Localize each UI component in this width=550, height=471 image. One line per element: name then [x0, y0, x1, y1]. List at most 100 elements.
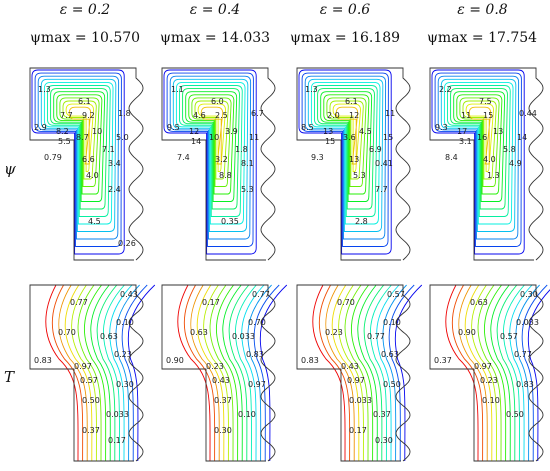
row-label-temperature: T [4, 368, 15, 386]
streamline-contour [166, 72, 254, 247]
streamline-contour-label: 13 [323, 127, 333, 136]
streamline-contour [332, 103, 361, 172]
streamline-contour-label: 15 [383, 133, 393, 142]
streamline-contour [307, 78, 384, 232]
isotherm-contour-label: 0.90 [166, 356, 184, 365]
streamline-contour [185, 91, 238, 202]
streamline-contour [31, 69, 125, 255]
isotherm-contour [490, 284, 511, 462]
isotherm-contour-label: 0.10 [383, 318, 401, 327]
isotherm-contour-label: 0.63 [381, 350, 399, 359]
isotherm-contour-label: 0.77 [514, 350, 532, 359]
streamline-contour-label: 16 [477, 133, 487, 142]
isotherm-contour [331, 284, 360, 462]
isotherm-contour [502, 284, 525, 462]
isotherm-contour [477, 284, 502, 462]
streamline-contour [450, 88, 508, 210]
isotherm-contour [77, 284, 102, 462]
isotherm-contour-label: 0.50 [506, 410, 524, 419]
streamline-contour [50, 88, 108, 210]
isotherm-contour [325, 284, 355, 462]
streamline-contour-label: 4.6 [193, 111, 206, 120]
wavy-wall [297, 284, 411, 462]
streamline-contour-label: 1.1 [171, 85, 184, 94]
isotherm-contour [177, 284, 211, 462]
streamline-contour-label: 11 [385, 109, 395, 118]
streamline-contour-label: 8.8 [219, 171, 232, 180]
wavy-wall [297, 67, 411, 261]
isotherm-contour [241, 284, 265, 462]
streamline-contour-label: 7.7 [60, 111, 73, 120]
isotherm-contour-label: 0.37 [373, 410, 391, 419]
isotherm-contour [509, 284, 533, 462]
isotherm-contour-label: 0.033 [232, 332, 255, 341]
isotherm-contour-label: 0.83 [34, 356, 52, 365]
isotherm-contour [216, 284, 239, 462]
streamline-contour [175, 81, 246, 225]
streamline-contour-label: 12 [349, 111, 359, 120]
isotherm-contour [382, 284, 407, 462]
streamline-contour-label: 3.6 [343, 133, 356, 142]
streamline-contour-label: 4.9 [509, 159, 522, 168]
streamline-contour [65, 103, 94, 172]
streamline-contour-label: 0.35 [221, 217, 239, 226]
isotherm-contour-label: 0.50 [82, 396, 100, 405]
isotherm-contour-label: 0.83 [301, 356, 319, 365]
isotherm-contour [351, 284, 374, 462]
isotherm-contour [64, 284, 93, 462]
psi-max-label-4: ψmax = 17.754 [426, 30, 538, 46]
streamline-contour-label: 15 [483, 111, 493, 120]
isotherm-contour [515, 284, 540, 462]
streamline-contour [317, 88, 375, 210]
isotherm-contour-label: 0.17 [349, 426, 367, 435]
streamline-contour-label: 8.2 [56, 127, 69, 136]
isotherm-plot-2: 0.77 0.17 0.70 0.63 0.033 0.83 0.90 0.23 0.43 0.9… [161, 284, 288, 462]
streamline-contour-label: 7.4 [177, 153, 190, 162]
isotherm-contour [464, 284, 493, 462]
streamline-contour [43, 81, 114, 225]
streamline-contour [188, 94, 235, 195]
epsilon-label-1: ε = 0.2 [59, 2, 111, 18]
streamline-contour-label: 2.2 [439, 85, 452, 94]
streamline-contour-label: 9.5 [167, 123, 180, 132]
wavy-wall [162, 67, 276, 261]
isotherm-contour-label: 0.43 [120, 290, 138, 299]
isotherm-contour-label: 0.83 [516, 380, 534, 389]
isotherm-contour [228, 284, 250, 462]
isotherm-contour [451, 284, 484, 462]
streamline-contour-label: 12 [189, 127, 199, 136]
streamline-contour-label: 9.3 [311, 153, 324, 162]
streamline-contour [434, 72, 522, 247]
streamline-contour-label: 0.44 [519, 109, 537, 118]
isotherm-contour [496, 284, 518, 462]
isotherm-contour [71, 284, 97, 462]
isotherm-contour [363, 284, 385, 462]
streamline-contour-label: 3.1 [459, 137, 472, 146]
streamline-contour [335, 106, 359, 165]
streamline-contour-label: 2.9 [34, 123, 47, 132]
streamline-contour [191, 97, 232, 187]
isotherm-contour-label: 0.37 [434, 356, 452, 365]
wavy-wall [30, 284, 144, 462]
isotherm-contour [369, 284, 392, 462]
streamline-contour [443, 81, 514, 225]
streamline-plot-1: 1.3 6.1 7.7 2.9 8.2 9.2 5.5 8.710 1.8 5.07.1 3.4 0.… [29, 67, 144, 261]
isotherm-contour-label: 0.033 [516, 318, 539, 327]
streamline-contour [34, 72, 122, 247]
isotherm-contour [121, 284, 148, 462]
isotherm-contour [357, 284, 378, 462]
streamline-contour-label: 15 [325, 137, 335, 146]
streamline-contour [56, 94, 103, 195]
streamline-contour [329, 100, 364, 180]
isotherm-contour [190, 284, 220, 462]
streamline-contour [440, 78, 517, 232]
streamline-contour [163, 69, 257, 255]
isotherm-contour [196, 284, 225, 462]
streamline-contour-label: 6.7 [251, 109, 264, 118]
isotherm-contour-label: 0.37 [214, 396, 232, 405]
isotherm-contour-label: 0.30 [214, 426, 232, 435]
isotherm-contour-label: 0.033 [106, 410, 129, 419]
streamline-contour [453, 91, 506, 202]
streamline-contour-label: 2.4 [108, 185, 121, 194]
wavy-wall [430, 284, 544, 462]
